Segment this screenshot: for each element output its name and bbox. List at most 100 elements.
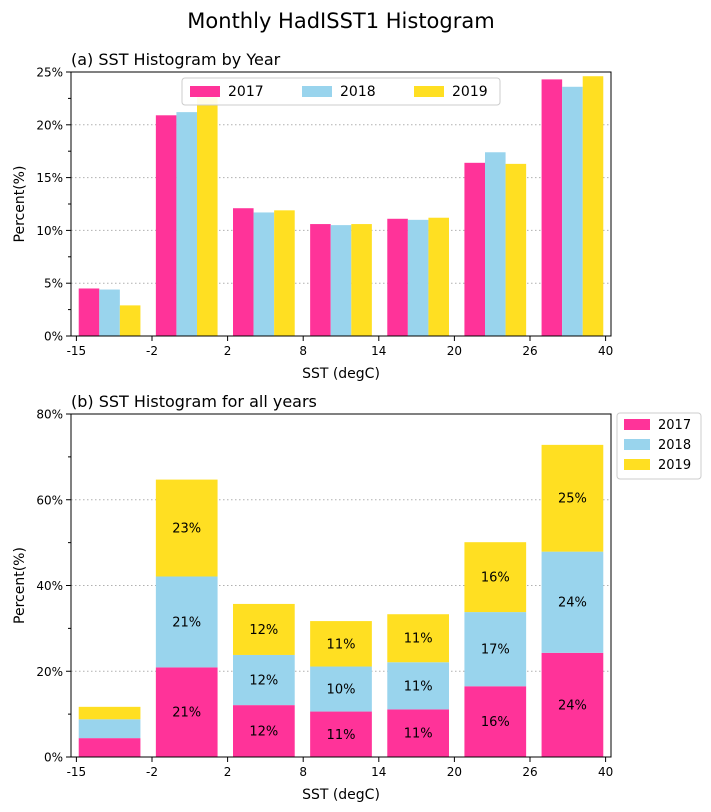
x-tick-label: -15: [67, 344, 87, 358]
x-axis-label: SST (degC): [302, 787, 380, 803]
legend: 2017 2018 2019: [181, 77, 501, 106]
bar-2017: [541, 79, 563, 336]
stacked-bar-2017: [233, 705, 295, 757]
bar-2018: [99, 289, 120, 336]
stacked-bar-2017: [155, 667, 218, 757]
bars: 21% 12% 11% 11% 16% 24% 21% 12% 10% 11% 17% 24% 23% 1…: [78, 444, 604, 757]
x-tick-label: 8: [299, 344, 307, 358]
x-tick-label: -2: [146, 765, 158, 779]
bar-value-label: 11%: [327, 728, 356, 743]
stacked-bar-2019: [387, 614, 449, 663]
x-tick-label: 8: [299, 765, 307, 779]
bar-value-label: 12%: [249, 623, 278, 638]
y-tick-label: 20%: [36, 118, 63, 132]
bar-value-label: 12%: [249, 725, 278, 740]
y-tick-label: 80%: [36, 408, 63, 422]
stacked-bar-2018: [155, 576, 218, 668]
legend-swatch-2018: [624, 439, 650, 450]
chart-a-histogram-by-year: 0% 5% 10% 15% 20% 25% -15 -2 2 8 14 20 26 40 SST (degC…: [12, 50, 613, 382]
y-axis-label: Percent(%): [12, 166, 28, 243]
bar-value-label: 16%: [481, 571, 510, 586]
stacked-bar-2017: [464, 686, 527, 757]
legend-label-2018: 2018: [340, 84, 376, 100]
bar-value-label: 21%: [172, 615, 201, 630]
legend-label-2018: 2018: [658, 438, 691, 453]
x-tick-label: 2: [224, 765, 232, 779]
stacked-bar-2018: [233, 654, 295, 706]
x-tick-label: 14: [371, 344, 386, 358]
y-axis-label: Percent(%): [12, 547, 28, 624]
y-tick-label: 40%: [36, 579, 63, 593]
y-tick-label: 0%: [44, 751, 63, 765]
legend-swatch-2018: [302, 86, 332, 97]
y-tick-label: 20%: [36, 665, 63, 679]
x-tick-label: -2: [146, 344, 158, 358]
stacked-bar-2017: [310, 711, 372, 757]
y-tick-label: 15%: [36, 171, 63, 185]
y-tick-label: 0%: [44, 330, 63, 344]
bar-2018: [407, 219, 429, 336]
bar-value-label: 16%: [481, 715, 510, 730]
chart-b-histogram-all-years: 21% 12% 11% 11% 16% 24% 21% 12% 10% 11% 17% 24% 23% 1…: [12, 392, 702, 803]
x-tick-label: 14: [371, 765, 386, 779]
stacked-bar-2019: [155, 479, 218, 577]
bar-2017: [78, 288, 100, 336]
x-tick-label: 20: [447, 344, 462, 358]
bar-value-label: 12%: [249, 674, 278, 689]
stacked-bar-2019: [541, 444, 604, 552]
stacked-bar-2019: [78, 706, 141, 720]
legend-box: [181, 77, 501, 106]
bar-2017: [233, 208, 254, 336]
figure-title: Monthly HadISST1 Histogram: [187, 9, 494, 33]
chart-title: (a) SST Histogram by Year: [71, 50, 281, 69]
bar-value-label: 10%: [327, 683, 356, 698]
bar-2019: [351, 224, 372, 336]
legend-label-2017: 2017: [228, 84, 264, 100]
legend-label-2017: 2017: [658, 418, 691, 433]
legend-swatch-2019: [624, 459, 650, 470]
y-tick-label: 10%: [36, 224, 63, 238]
x-axis-label: SST (degC): [302, 366, 380, 382]
legend-swatch-2019: [414, 86, 444, 97]
bar-2018: [562, 86, 583, 336]
x-tick-label: 26: [522, 765, 537, 779]
bars: [78, 76, 604, 337]
x-tick-label: 20: [447, 765, 462, 779]
y-tick-label: 5%: [44, 277, 63, 291]
bar-2019: [197, 97, 218, 337]
bar-value-label: 17%: [481, 643, 510, 658]
chart-title: (b) SST Histogram for all years: [71, 392, 317, 411]
legend-label-2019: 2019: [658, 458, 691, 473]
x-tick-label: 26: [522, 344, 537, 358]
y-axis: 0% 5% 10% 15% 20% 25%: [36, 66, 71, 344]
stacked-bar-2018: [464, 612, 527, 687]
x-tick-label: 40: [598, 344, 613, 358]
stacked-bar-2018: [310, 666, 372, 712]
stacked-bar-2017: [78, 738, 141, 757]
bar-2019: [119, 305, 141, 336]
bar-value-label: 11%: [404, 727, 433, 742]
bar-value-label: 11%: [404, 679, 433, 694]
y-tick-label: 60%: [36, 493, 63, 507]
bar-2018: [253, 212, 275, 336]
bar-2017: [387, 218, 408, 336]
y-tick-label: 25%: [36, 66, 63, 80]
bar-value-label: 25%: [558, 492, 587, 507]
x-tick-label: 2: [224, 344, 232, 358]
bar-2017: [155, 115, 177, 337]
stacked-bar-2018: [387, 662, 449, 710]
stacked-bar-2017: [541, 652, 604, 757]
bar-2017: [464, 162, 485, 336]
legend-swatch-2017: [624, 419, 650, 430]
x-axis: -15 -2 2 8 14 20 26 40: [67, 336, 613, 358]
x-tick-label: -15: [67, 765, 87, 779]
stacked-bar-2017: [387, 709, 449, 757]
bar-value-label: 21%: [172, 706, 201, 721]
x-tick-label: 40: [598, 765, 613, 779]
legend: 2017 2018 2019: [616, 412, 702, 480]
bar-2018: [330, 225, 352, 336]
bar-value-label: 11%: [327, 637, 356, 652]
y-axis: 0% 20% 40% 60% 80%: [36, 408, 71, 765]
legend-swatch-2017: [190, 86, 220, 97]
